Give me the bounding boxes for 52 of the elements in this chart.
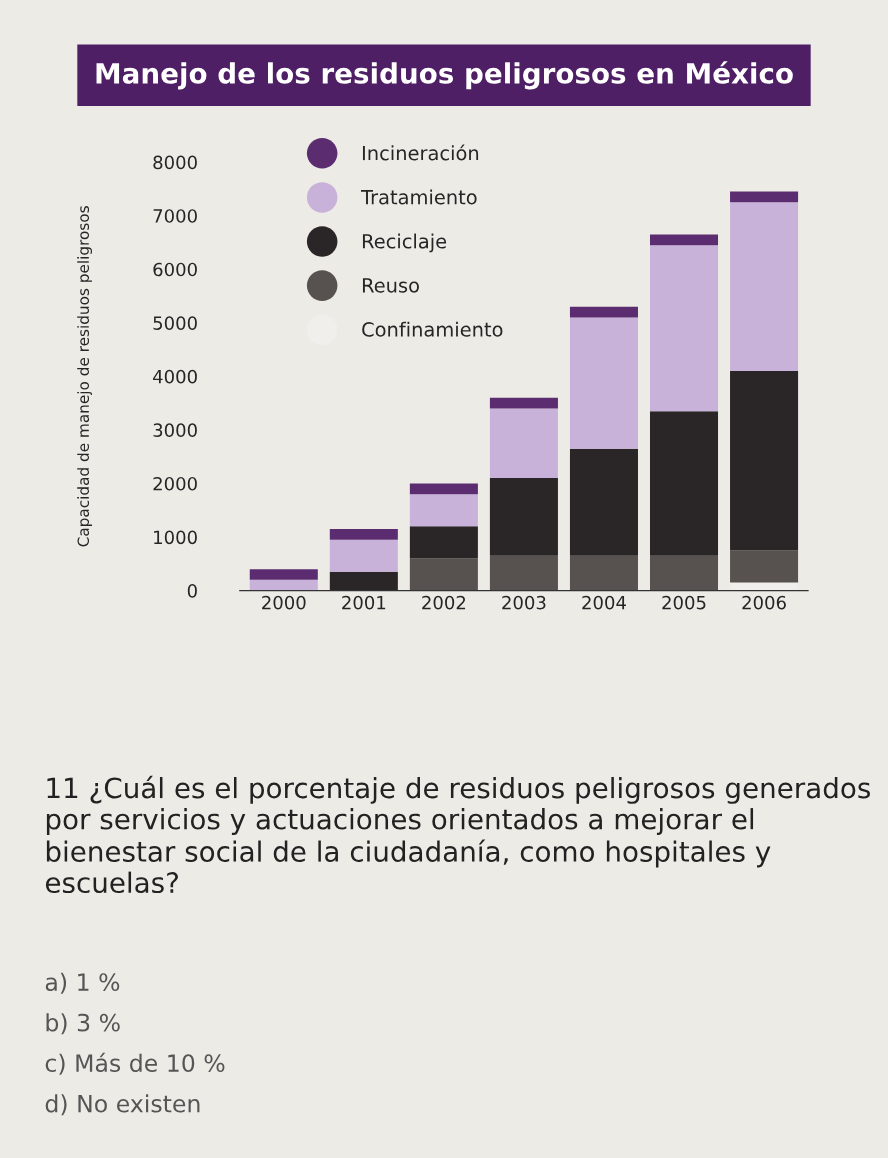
- bar: [409, 526, 478, 559]
- bar: [489, 478, 558, 556]
- bar: [249, 569, 318, 580]
- legend-label: Reciclaje: [362, 233, 447, 253]
- bar: [329, 528, 398, 540]
- bar: [649, 555, 719, 591]
- y-tick-label: 6000: [153, 262, 197, 277]
- bar: [569, 555, 638, 591]
- bar: [649, 234, 719, 246]
- y-tick-label: 0: [187, 584, 197, 598]
- chart-title: Manejo de los residuos peligrosos en México: [96, 61, 793, 90]
- bar: [730, 202, 799, 371]
- bar: [730, 191, 799, 203]
- bar: [329, 539, 398, 572]
- x-tick-label: 2005: [662, 595, 706, 610]
- bar: [409, 483, 478, 495]
- bar: [329, 571, 398, 591]
- bar: [409, 494, 478, 527]
- bar: [409, 558, 478, 591]
- legend-label: Incineración: [362, 144, 479, 161]
- y-tick-label: 2000: [153, 476, 197, 491]
- bar: [569, 306, 638, 318]
- legend-label: Reuso: [362, 278, 419, 293]
- bar: [730, 370, 799, 551]
- y-tick-label: 1000: [154, 530, 197, 545]
- x-tick-label: 2004: [582, 595, 626, 610]
- x-tick-label: 2003: [502, 595, 546, 610]
- text: 11 ¿Cuál es el porcentaje de residuos peligrosos generados por servicios y actuaciones orientados a mejorar el bienestar social de la ciudadanía, como hospitales y escuelas?: [45, 775, 870, 894]
- bar: [649, 411, 719, 556]
- y-tick-label: 7000: [153, 209, 197, 223]
- bar: [649, 245, 719, 412]
- bar: [249, 579, 318, 591]
- x-tick-label: 2006: [742, 595, 786, 610]
- y-axis-title: Capacidad de manejo de residuos peligrosos: [77, 206, 92, 547]
- y-tick-label: 4000: [153, 369, 197, 384]
- y-tick-label: 3000: [153, 423, 197, 438]
- text: c) Más de 10 %: [45, 1052, 225, 1075]
- text: d) No existen: [45, 1094, 200, 1116]
- x-tick-label: 2001: [342, 595, 386, 610]
- y-tick-label: 8000: [153, 155, 197, 170]
- bar: [489, 408, 558, 479]
- legend-label: Tratamiento: [361, 189, 477, 205]
- bar: [569, 448, 638, 556]
- bar: [489, 555, 558, 591]
- y-tick-label: 5000: [153, 316, 197, 330]
- text: b) 3 %: [46, 1013, 120, 1035]
- bar: [489, 397, 558, 409]
- x-tick-label: 2000: [262, 595, 306, 610]
- bar: [569, 317, 638, 449]
- x-tick-label: 2002: [422, 595, 466, 610]
- legend-label: Confinamiento: [362, 321, 503, 337]
- text: a) 1 %: [45, 972, 120, 994]
